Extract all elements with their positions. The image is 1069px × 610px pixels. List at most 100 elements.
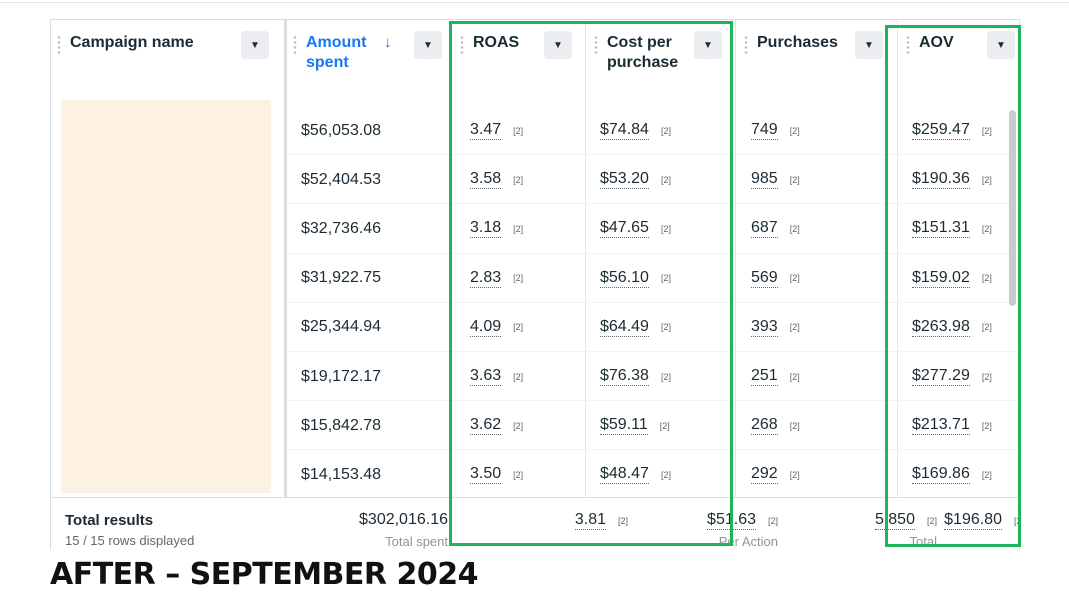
aov-value[interactable]: $213.71 (912, 416, 970, 436)
header-purchases[interactable]: Purchases (738, 20, 897, 98)
purchases-cell[interactable]: 292 [2] (751, 450, 800, 499)
drag-handle-icon[interactable] (905, 35, 911, 55)
aov-value[interactable]: $159.02 (912, 268, 970, 288)
header-amount-spent[interactable]: Amount spent ↓ (287, 20, 451, 98)
frozen-column-divider[interactable] (284, 20, 287, 550)
aov-cell[interactable]: $190.36 [2] (912, 155, 992, 204)
caret-down-icon[interactable]: ▼ (544, 31, 572, 59)
aov-cell[interactable]: $277.29 [2] (912, 352, 992, 401)
amount-spent-value: $15,842.78 (301, 416, 382, 434)
cost-per-purchase-cell[interactable]: $74.84 [2] (600, 106, 671, 155)
total-cpp[interactable]: $51.63 [2] (707, 511, 778, 530)
roas-value[interactable]: 3.47 (470, 121, 502, 140)
caret-down-icon[interactable]: ▼ (694, 31, 722, 59)
roas-cell[interactable]: 4.09 [2] (470, 303, 523, 352)
cost-per-purchase-value[interactable]: $74.84 (600, 121, 649, 140)
header-aov[interactable]: AOV (900, 20, 1019, 98)
cost-per-purchase-cell[interactable]: $48.47 [2] (600, 450, 671, 499)
roas-value[interactable]: 3.18 (470, 219, 502, 239)
cost-per-purchase-value[interactable]: $53.20 (600, 170, 649, 190)
purchases-value[interactable]: 985 (751, 170, 778, 190)
roas-cell[interactable]: 3.58 [2] (470, 155, 523, 204)
cost-per-purchase-cell[interactable]: $59.11 [2] (600, 401, 670, 450)
aov-cell[interactable]: $169.86 [2] (912, 450, 992, 499)
roas-value[interactable]: 3.62 (470, 416, 502, 436)
aov-value[interactable]: $169.86 (912, 465, 970, 485)
purchases-value[interactable]: 268 (751, 416, 778, 436)
aov-value[interactable]: $190.36 (912, 170, 970, 190)
purchases-value[interactable]: 749 (751, 121, 778, 140)
cost-per-purchase-value[interactable]: $64.49 (600, 317, 649, 337)
purchases-cell[interactable]: 749 [2] (751, 106, 800, 155)
cost-per-purchase-cell[interactable]: $76.38 [2] (600, 352, 671, 401)
roas-value[interactable]: 4.09 (470, 317, 502, 337)
caret-down-icon[interactable]: ▼ (855, 31, 883, 59)
purchases-value[interactable]: 687 (751, 219, 778, 239)
total-aov-value[interactable]: $196.80 (944, 511, 1002, 530)
cost-per-purchase-value[interactable]: $59.11 (600, 416, 648, 436)
purchases-value[interactable]: 251 (751, 367, 778, 386)
vertical-scrollbar[interactable] (1009, 110, 1016, 306)
cost-per-purchase-cell[interactable]: $64.49 [2] (600, 303, 671, 352)
cost-per-purchase-cell[interactable]: $53.20 [2] (600, 155, 671, 204)
cost-per-purchase-cell[interactable]: $56.10 [2] (600, 254, 671, 303)
total-aov[interactable]: $196.80 [2] (944, 511, 1019, 530)
aov-value[interactable]: $277.29 (912, 367, 970, 386)
ads-report-table: Campaign name ▼ Amount spent ↓ ▼ ROAS ▼ … (50, 19, 1020, 550)
drag-handle-icon[interactable] (459, 35, 465, 55)
roas-cell[interactable]: 3.62 [2] (470, 401, 523, 450)
cost-per-purchase-cell[interactable]: $47.65 [2] (600, 204, 671, 253)
roas-value[interactable]: 3.50 (470, 465, 502, 485)
aov-cell[interactable]: $259.47 [2] (912, 106, 992, 155)
cost-per-purchase-value[interactable]: $48.47 (600, 465, 649, 485)
reference-mark: [2] (926, 515, 937, 526)
purchases-cell[interactable]: 687 [2] (751, 204, 800, 253)
caret-down-icon[interactable]: ▼ (414, 31, 442, 59)
roas-cell[interactable]: 3.63 [2] (470, 352, 523, 401)
purchases-value[interactable]: 393 (751, 317, 778, 337)
roas-value[interactable]: 3.58 (470, 170, 502, 190)
caret-down-icon[interactable]: ▼ (987, 31, 1015, 59)
aov-value[interactable]: $263.98 (912, 317, 970, 337)
total-purchases[interactable]: 5,850 [2] (874, 511, 937, 530)
header-roas[interactable]: ROAS (454, 20, 585, 98)
total-cpp-value[interactable]: $51.63 (707, 511, 756, 530)
total-roas-value[interactable]: 3.81 (574, 511, 606, 530)
roas-cell[interactable]: 3.18 [2] (470, 204, 523, 253)
caret-down-icon[interactable]: ▼ (241, 31, 269, 59)
total-roas[interactable]: 3.81 [2] (574, 511, 628, 530)
purchases-cell[interactable]: 393 [2] (751, 303, 800, 352)
roas-value[interactable]: 2.83 (470, 268, 502, 288)
row-divider (287, 351, 1019, 352)
aov-cell[interactable]: $263.98 [2] (912, 303, 992, 352)
roas-value[interactable]: 3.63 (470, 367, 502, 386)
purchases-cell[interactable]: 251 [2] (751, 352, 800, 401)
drag-handle-icon[interactable] (292, 35, 298, 55)
purchases-cell[interactable]: 569 [2] (751, 254, 800, 303)
purchases-value[interactable]: 292 (751, 465, 778, 485)
reference-mark: [2] (513, 223, 524, 234)
roas-cell[interactable]: 3.47 [2] (470, 106, 523, 155)
cost-per-purchase-value[interactable]: $47.65 (600, 219, 649, 239)
aov-cell[interactable]: $151.31 [2] (912, 204, 992, 253)
total-purchases-value[interactable]: 5,850 (874, 511, 915, 530)
drag-handle-icon[interactable] (743, 35, 749, 55)
header-label: Amount spent (306, 34, 367, 71)
roas-cell[interactable]: 3.50 [2] (470, 450, 523, 499)
total-results-row: Total results 15 / 15 rows displayed $30… (51, 497, 1019, 550)
drag-handle-icon[interactable] (56, 35, 62, 55)
drag-handle-icon[interactable] (593, 35, 599, 55)
cost-per-purchase-value[interactable]: $56.10 (600, 268, 649, 288)
purchases-value[interactable]: 569 (751, 268, 778, 288)
aov-cell[interactable]: $159.02 [2] (912, 254, 992, 303)
aov-cell[interactable]: $213.71 [2] (912, 401, 992, 450)
header-cost-per-purchase[interactable]: Cost per purchase (588, 20, 735, 98)
cost-per-purchase-value[interactable]: $76.38 (600, 367, 649, 386)
aov-value[interactable]: $151.31 (912, 219, 970, 239)
roas-cell[interactable]: 2.83 [2] (470, 254, 523, 303)
purchases-cell[interactable]: 268 [2] (751, 401, 800, 450)
purchases-cell[interactable]: 985 [2] (751, 155, 800, 204)
header-campaign-name[interactable]: Campaign name (51, 20, 284, 98)
arrow-down-icon[interactable]: ↓ (384, 34, 392, 51)
aov-value[interactable]: $259.47 (912, 121, 970, 140)
